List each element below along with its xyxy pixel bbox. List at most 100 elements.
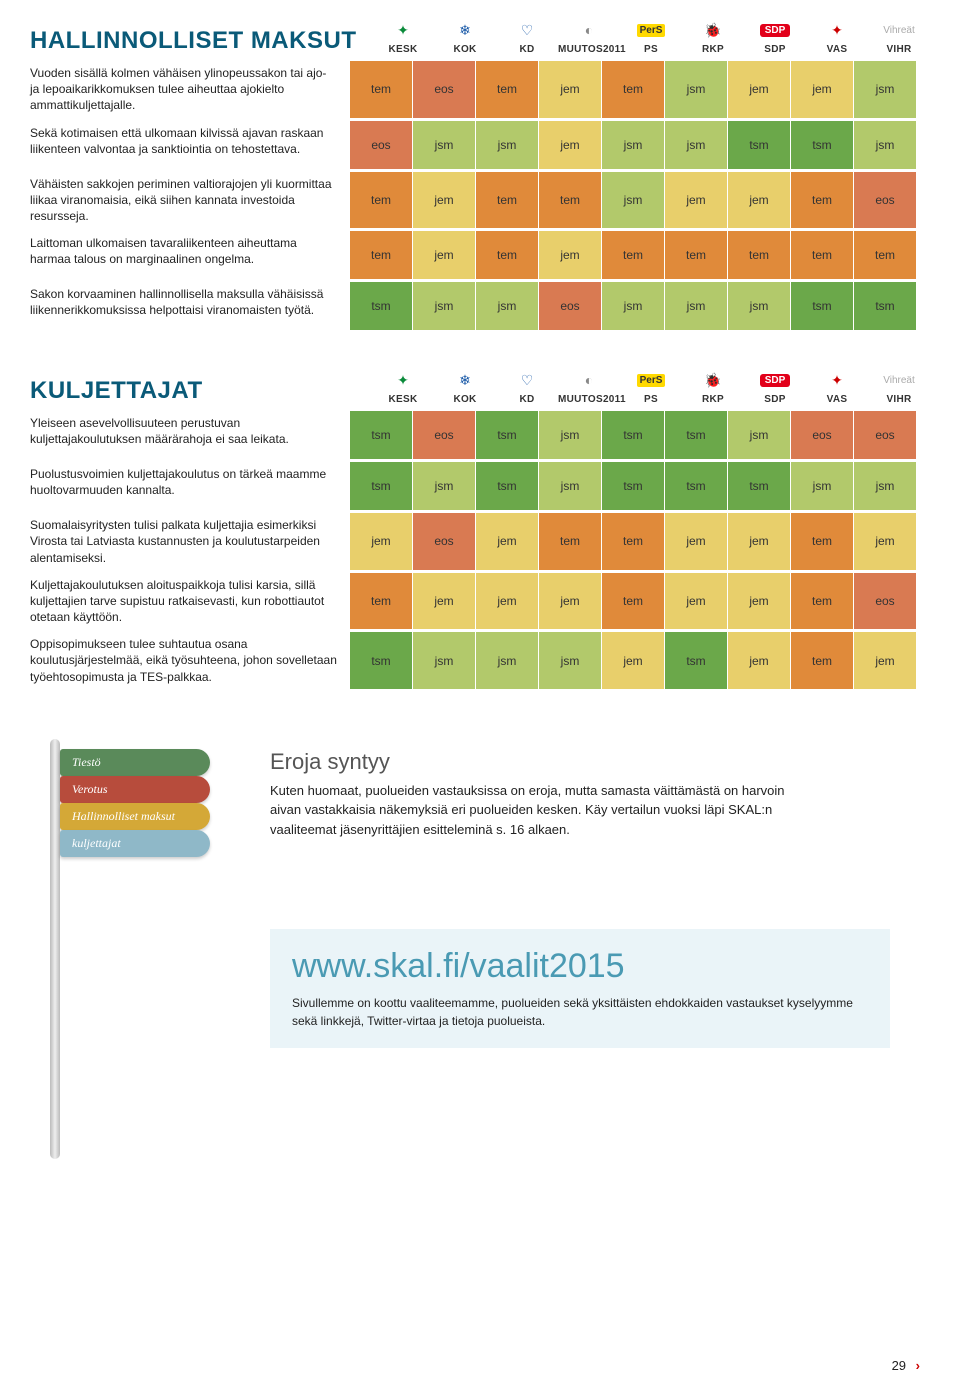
table-row: Kuljettajakoulutuksen aloituspaikkoja tu… bbox=[30, 573, 930, 630]
party-logo-icon: SDP bbox=[744, 20, 806, 40]
party-header-row: ✦KESK❄KOK♡KD◐MUUTOS2011PerSPS🐞RKPSDPSDP✦… bbox=[372, 20, 930, 55]
table-row: Yleiseen asevelvollisuuteen perustuvan k… bbox=[30, 411, 930, 459]
section-head: KULJETTAJAT✦KESK❄KOK♡KD◐MUUTOS2011PerSPS… bbox=[30, 370, 930, 405]
url-title: www.skal.fi/vaalit2015 bbox=[292, 947, 868, 986]
party-logo-icon: ◐ bbox=[558, 370, 620, 390]
eroja-text: Kuten huomaat, puolueiden vastauksissa o… bbox=[270, 781, 790, 840]
answer-cell: jem bbox=[539, 61, 601, 118]
page-arrow-icon: › bbox=[916, 1358, 920, 1373]
row-statement: Laittoman ulkomaisen tavaraliikenteen ai… bbox=[30, 231, 350, 279]
answer-cell: jsm bbox=[602, 172, 664, 229]
row-statement: Sekä kotimaisen että ulkomaan kilvissä a… bbox=[30, 121, 350, 169]
answer-cell: jem bbox=[413, 573, 475, 630]
answer-cell: jsm bbox=[854, 462, 916, 510]
table-row: Vuoden sisällä kolmen vähäisen ylinopeus… bbox=[30, 61, 930, 118]
section-title: KULJETTAJAT bbox=[30, 377, 203, 405]
answer-cell: tsm bbox=[350, 282, 412, 330]
signpost-sign: Hallinnolliset maksut bbox=[60, 803, 210, 830]
party-logo-icon: Vihreät bbox=[868, 370, 930, 390]
answer-cell: jsm bbox=[602, 121, 664, 169]
answer-cell: eos bbox=[854, 573, 916, 630]
answer-cell: jsm bbox=[602, 282, 664, 330]
party-logo-icon: ✦ bbox=[372, 20, 434, 40]
eroja-title: Eroja syntyy bbox=[270, 749, 930, 775]
answer-cell: tem bbox=[539, 172, 601, 229]
answer-cell: tsm bbox=[665, 411, 727, 459]
page-number: 29 › bbox=[892, 1358, 920, 1373]
answer-cell: tsm bbox=[665, 632, 727, 689]
answer-cell: tem bbox=[665, 231, 727, 279]
answer-cell: tem bbox=[602, 573, 664, 630]
party-column: ♡ KD bbox=[496, 370, 558, 405]
page-root: HALLINNOLLISET MAKSUT✦KESK❄KOK♡KD◐MUUTOS… bbox=[0, 0, 960, 1108]
answer-cell: jsm bbox=[854, 121, 916, 169]
table-row: Laittoman ulkomaisen tavaraliikenteen ai… bbox=[30, 231, 930, 279]
answer-cell: tem bbox=[350, 61, 412, 118]
row-cells: temjemjemjemtemjemjemtemeos bbox=[350, 573, 917, 630]
row-statement: Kuljettajakoulutuksen aloituspaikkoja tu… bbox=[30, 573, 350, 630]
party-label: VIHR bbox=[868, 44, 930, 55]
party-column: PerSPS bbox=[620, 20, 682, 55]
bottom-area: TiestöVerotusHallinnolliset maksutkuljet… bbox=[30, 749, 930, 1049]
answer-cell: jsm bbox=[476, 121, 538, 169]
row-cells: temjemtemtemjsmjemjemtemeos bbox=[350, 172, 917, 229]
party-label: PS bbox=[620, 44, 682, 55]
url-text: Sivullemme on koottu vaaliteemamme, puol… bbox=[292, 994, 868, 1030]
answer-cell: tem bbox=[476, 231, 538, 279]
answer-cell: tsm bbox=[602, 411, 664, 459]
party-column: 🐞RKP bbox=[682, 370, 744, 405]
answer-cell: jem bbox=[350, 513, 412, 570]
answer-cell: jsm bbox=[539, 411, 601, 459]
party-label: SDP bbox=[744, 394, 806, 405]
table-row: Vähäisten sakkojen periminen valtiorajoj… bbox=[30, 172, 930, 229]
url-box: www.skal.fi/vaalit2015 Sivullemme on koo… bbox=[270, 929, 890, 1048]
answer-cell: jsm bbox=[728, 411, 790, 459]
answer-cell: jem bbox=[539, 121, 601, 169]
party-column: ❄ KOK bbox=[434, 20, 496, 55]
party-logo-icon: 🐞 bbox=[682, 370, 744, 390]
party-logo-icon: Vihreät bbox=[868, 20, 930, 40]
party-column: ✦KESK bbox=[372, 370, 434, 405]
row-cells: eosjsmjsmjemjsmjsmtsmtsmjsm bbox=[350, 121, 917, 169]
answer-cell: tem bbox=[350, 573, 412, 630]
answer-cell: jsm bbox=[665, 282, 727, 330]
answer-cell: jsm bbox=[413, 282, 475, 330]
party-column: PerSPS bbox=[620, 370, 682, 405]
party-label: KOK bbox=[434, 44, 496, 55]
answer-cell: tem bbox=[791, 632, 853, 689]
answer-cell: tsm bbox=[476, 411, 538, 459]
answer-cell: tsm bbox=[350, 462, 412, 510]
answer-cell: jsm bbox=[539, 462, 601, 510]
row-statement: Sakon korvaaminen hallinnollisella maksu… bbox=[30, 282, 350, 330]
row-cells: tsmeostsmjsmtsmtsmjsmeoseos bbox=[350, 411, 917, 459]
answer-cell: tem bbox=[791, 573, 853, 630]
answer-cell: eos bbox=[539, 282, 601, 330]
party-logo-icon: ♡ bbox=[496, 370, 558, 390]
party-logo-icon: ❄ bbox=[434, 20, 496, 40]
answer-cell: jem bbox=[665, 172, 727, 229]
row-statement: Yleiseen asevelvollisuuteen perustuvan k… bbox=[30, 411, 350, 459]
answer-cell: tem bbox=[476, 172, 538, 229]
answer-cell: tem bbox=[602, 513, 664, 570]
row-statement: Puolustusvoimien kuljettajakoulutus on t… bbox=[30, 462, 350, 510]
party-logo-icon: ✦ bbox=[372, 370, 434, 390]
answer-cell: eos bbox=[413, 513, 475, 570]
answer-cell: tem bbox=[602, 61, 664, 118]
party-header-row: ✦KESK❄KOK♡KD◐MUUTOS2011PerSPS🐞RKPSDPSDP✦… bbox=[372, 370, 930, 405]
row-cells: jemeosjemtemtemjemjemtemjem bbox=[350, 513, 917, 570]
answer-cell: tem bbox=[728, 231, 790, 279]
party-label: VIHR bbox=[868, 394, 930, 405]
party-column: SDPSDP bbox=[744, 370, 806, 405]
signpost-sign: Verotus bbox=[60, 776, 210, 803]
party-label: KD bbox=[496, 44, 558, 55]
answer-cell: eos bbox=[791, 411, 853, 459]
answer-cell: eos bbox=[350, 121, 412, 169]
answer-cell: jsm bbox=[665, 121, 727, 169]
answer-cell: jsm bbox=[539, 632, 601, 689]
party-logo-icon: 🐞 bbox=[682, 20, 744, 40]
party-column: Vihreät VIHR bbox=[868, 370, 930, 405]
party-logo-icon: ❄ bbox=[434, 370, 496, 390]
row-statement: Suomalaisyritysten tulisi palkata kuljet… bbox=[30, 513, 350, 570]
party-label: KD bbox=[496, 394, 558, 405]
table-row: Puolustusvoimien kuljettajakoulutus on t… bbox=[30, 462, 930, 510]
